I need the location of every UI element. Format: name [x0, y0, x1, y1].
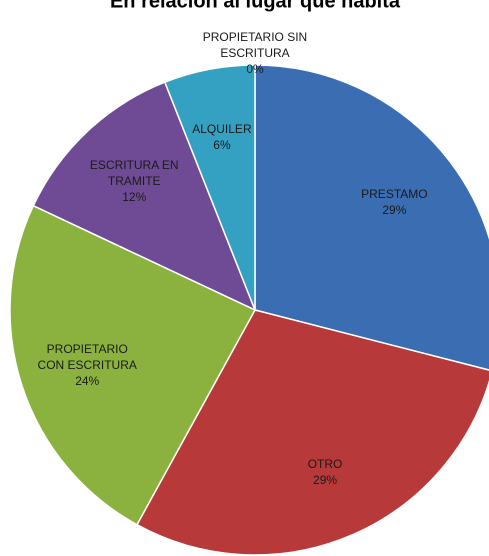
slice-value-label: 24%: [75, 373, 100, 388]
slice-label: PROPIETARIO CON ESCRITURA: [37, 341, 137, 372]
slice-value-label: 29%: [313, 472, 338, 487]
slice-value-label: 29%: [382, 202, 407, 217]
pie-slice: [254, 64, 489, 371]
chart-title: En relación al lugar que habita: [110, 0, 401, 12]
slice-value-label: 12%: [122, 190, 147, 205]
slice-label: PRESTAMO: [361, 186, 428, 201]
pie-slice: [135, 309, 489, 556]
slice-value-label: 6%: [213, 137, 231, 152]
slice-label: ALQUILER: [192, 121, 252, 136]
pie-slice: [32, 81, 257, 312]
slice-label: ESCRITURA EN TRAMITE: [89, 158, 179, 189]
slice-label: PROPIETARIO SIN ESCRITURA: [202, 29, 308, 60]
slice-label: OTRO: [307, 456, 343, 471]
pie-slice: [9, 204, 257, 526]
pie-slice: [163, 64, 256, 311]
slice-value-label: 0%: [246, 61, 264, 76]
